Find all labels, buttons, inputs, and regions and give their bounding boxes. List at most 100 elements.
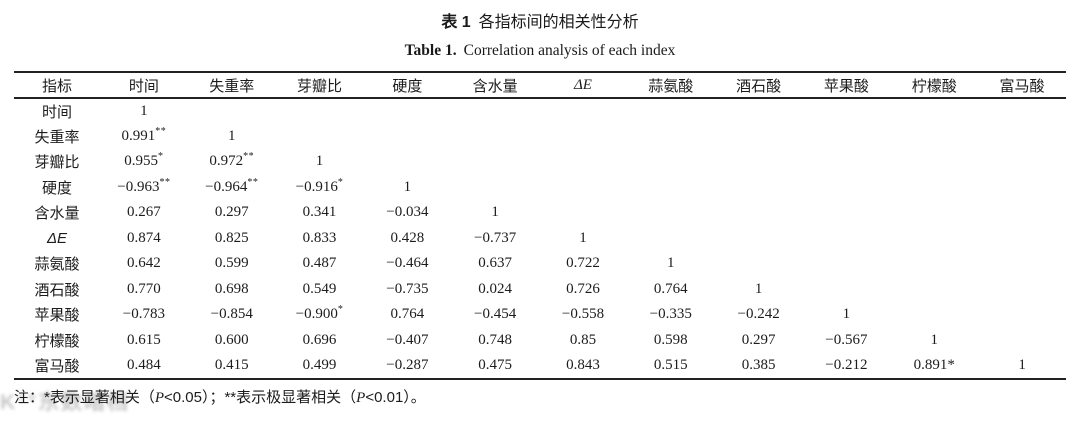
significance-marker: *	[158, 151, 164, 163]
caption-zh-text: 各指标间的相关性分析	[478, 14, 639, 31]
correlation-cell: −0.737	[474, 229, 517, 246]
correlation-cell: 1	[491, 204, 499, 221]
correlation-cell: 0.833	[302, 229, 337, 246]
correlation-cell	[890, 302, 978, 328]
correlation-cell: −0.212	[825, 356, 868, 373]
significance-marker: **	[159, 176, 171, 188]
correlation-cell	[890, 98, 978, 124]
correlation-cell	[627, 226, 715, 252]
correlation-cell	[890, 175, 978, 201]
column-header: 含水量	[472, 77, 518, 95]
correlation-cell	[451, 124, 539, 150]
correlation-cell: 0.428	[390, 229, 425, 246]
column-header: 富马酸	[999, 77, 1045, 95]
correlation-table-header: 指标 时间 失重率 芽瓣比 硬度 含水量 ΔE 蒜氨酸 酒石酸 苹果酸 柠檬酸 富马酸	[14, 72, 1066, 98]
correlation-cell	[627, 175, 715, 201]
correlation-cell	[890, 200, 978, 226]
correlation-cell	[451, 149, 539, 175]
correlation-cell: −0.242	[737, 306, 780, 323]
significance-marker: *	[337, 304, 344, 316]
correlation-cell: 0.764	[653, 280, 688, 297]
correlation-cell	[978, 124, 1066, 150]
table-row: 含水量 0.267 0.297 0.341 −0.034 1	[14, 200, 1066, 226]
column-header: 硬度	[392, 77, 423, 95]
correlation-cell: 1	[579, 229, 587, 246]
correlation-cell: −0.735	[386, 280, 429, 297]
correlation-cell: 0.600	[214, 331, 249, 348]
row-label: 芽瓣比	[34, 154, 80, 172]
correlation-cell	[803, 277, 891, 303]
correlation-cell: 0.843	[566, 356, 600, 373]
correlation-cell	[363, 98, 451, 124]
correlation-cell: −0.916*	[295, 176, 344, 195]
correlation-cell	[890, 149, 978, 175]
correlation-cell	[276, 124, 364, 150]
correlation-cell: 0.341	[302, 204, 337, 221]
correlation-cell: −0.287	[386, 356, 429, 373]
correlation-cell: 0.642	[127, 255, 161, 272]
significance-marker: **	[243, 151, 255, 163]
correlation-cell: 0.615	[127, 331, 161, 348]
significance-marker: **	[155, 125, 167, 137]
caption-en: Table 1. Correlation analysis of each ind…	[0, 40, 1080, 62]
correlation-cell	[363, 149, 451, 175]
correlation-cell: 0.475	[478, 356, 513, 373]
correlation-cell	[363, 124, 451, 150]
correlation-cell: −0.900*	[295, 304, 344, 323]
row-label: 柠檬酸	[34, 332, 80, 350]
row-label: ΔE	[46, 229, 68, 247]
correlation-cell	[803, 149, 891, 175]
column-header-label: 指标	[41, 77, 72, 95]
footnote-text-2: <0.05）；**表示极显著相关（	[164, 388, 357, 406]
correlation-cell	[715, 124, 803, 150]
correlation-cell	[978, 251, 1066, 277]
table-row: 蒜氨酸 0.642 0.599 0.487 −0.464 0.637 0.722 1	[14, 251, 1066, 277]
correlation-cell: 0.415	[214, 356, 249, 373]
correlation-cell: −0.034	[386, 204, 429, 221]
correlation-cell	[978, 277, 1066, 303]
correlation-cell	[978, 226, 1066, 252]
footnote-text-3: <0.01）。	[365, 388, 426, 406]
header-row: 指标 时间 失重率 芽瓣比 硬度 含水量 ΔE 蒜氨酸 酒石酸 苹果酸 柠檬酸 富马酸	[14, 72, 1066, 98]
correlation-cell	[539, 98, 627, 124]
correlation-cell: 1	[754, 280, 763, 297]
correlation-cell: 0.955*	[124, 151, 164, 170]
correlation-cell	[978, 98, 1066, 124]
correlation-cell: 1	[1018, 356, 1026, 373]
column-header: 酒石酸	[736, 77, 782, 95]
caption-zh: 表 1 各指标间的相关性分析	[0, 12, 1080, 34]
column-header: 芽瓣比	[297, 77, 343, 95]
correlation-cell: 1	[403, 178, 412, 195]
correlation-cell: 0.024	[478, 280, 513, 297]
correlation-cell	[627, 124, 715, 150]
table-row: 硬度 −0.963** −0.964** −0.916* 1	[14, 175, 1066, 201]
correlation-cell: 0.85	[569, 331, 597, 348]
correlation-cell: 0.599	[214, 255, 249, 272]
footnote-text-1: 注：*表示显著相关（	[14, 388, 155, 406]
correlation-cell	[890, 124, 978, 150]
correlation-cell: 0.696	[302, 331, 337, 348]
column-header: 柠檬酸	[911, 77, 957, 95]
correlation-cell: −0.558	[561, 306, 605, 323]
correlation-cell	[715, 200, 803, 226]
correlation-cell: 1	[842, 306, 851, 323]
table-row: ΔE 0.874 0.825 0.833 0.428 −0.737 1	[14, 226, 1066, 252]
correlation-cell: 1	[140, 102, 148, 119]
correlation-cell: 0.972**	[209, 151, 255, 170]
correlation-cell: −0.407	[386, 331, 429, 348]
correlation-cell	[803, 251, 891, 277]
correlation-cell: 0.748	[478, 331, 513, 348]
column-header: 蒜氨酸	[648, 77, 694, 95]
correlation-cell: −0.464	[386, 255, 429, 272]
correlation-cell: 0.726	[566, 280, 600, 297]
correlation-cell: −0.567	[825, 331, 868, 348]
correlation-cell: 0.499	[302, 356, 337, 373]
correlation-cell: 0.991**	[121, 125, 167, 144]
correlation-cell	[803, 175, 891, 201]
correlation-cell: 0.385	[741, 356, 776, 373]
correlation-cell	[539, 175, 627, 201]
correlation-table-body: 时间 1 失重率 0.991** 1 芽瓣比 0.955* 0.972** 1 硬度 −0.963*…	[14, 98, 1066, 379]
correlation-cell: 0.297	[741, 331, 776, 348]
correlation-cell	[539, 149, 627, 175]
